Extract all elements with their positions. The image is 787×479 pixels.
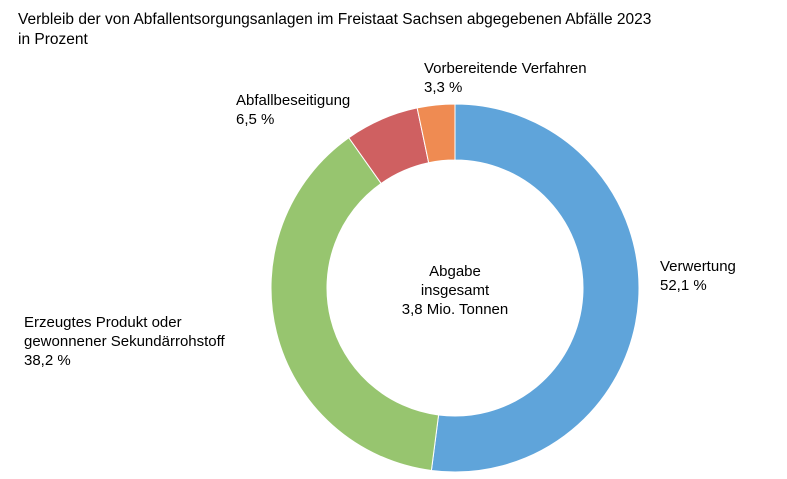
center-label: Abgabe insgesamt 3,8 Mio. Tonnen — [355, 262, 555, 319]
label-abfallbeseitigung: Abfallbeseitigung 6,5 % — [236, 91, 350, 129]
label-name-line-2: gewonnener Sekundärrohstoff — [24, 333, 225, 350]
label-value: 38,2 % — [24, 352, 71, 369]
chart-title: Verbleib der von Abfallentsorgungsanlage… — [18, 10, 651, 50]
title-line: Verbleib der von Abfallentsorgungsanlage… — [18, 11, 652, 28]
center-line-3: 3,8 Mio. Tonnen — [401, 301, 509, 318]
center-line-2: insgesamt — [420, 282, 490, 299]
label-name-line-1: Erzeugtes Produkt oder — [24, 314, 182, 331]
donut-slice-verwertung — [430, 103, 640, 473]
label-name: Verwertung — [660, 258, 736, 275]
label-name: Vorbereitende Verfahren — [424, 60, 587, 77]
subtitle-line: in Prozent — [18, 31, 88, 48]
label-verwertung: Verwertung 52,1 % — [660, 257, 736, 295]
label-erzeugtes-produkt: Erzeugtes Produkt oder gewonnener Sekund… — [24, 313, 225, 370]
center-line-1: Abgabe — [429, 263, 481, 280]
label-vorbereitende-verfahren: Vorbereitende Verfahren 3,3 % — [424, 59, 587, 97]
label-value: 52,1 % — [660, 277, 707, 294]
label-value: 3,3 % — [424, 79, 463, 96]
label-name: Abfallbeseitigung — [236, 92, 351, 109]
label-value: 6,5 % — [236, 111, 275, 128]
donut-slice-vorbereitende-verfahren — [416, 103, 456, 164]
donut-slice-erzeugtes-produkt-oder-gewonnener-sekundärrohstoff — [270, 137, 440, 472]
